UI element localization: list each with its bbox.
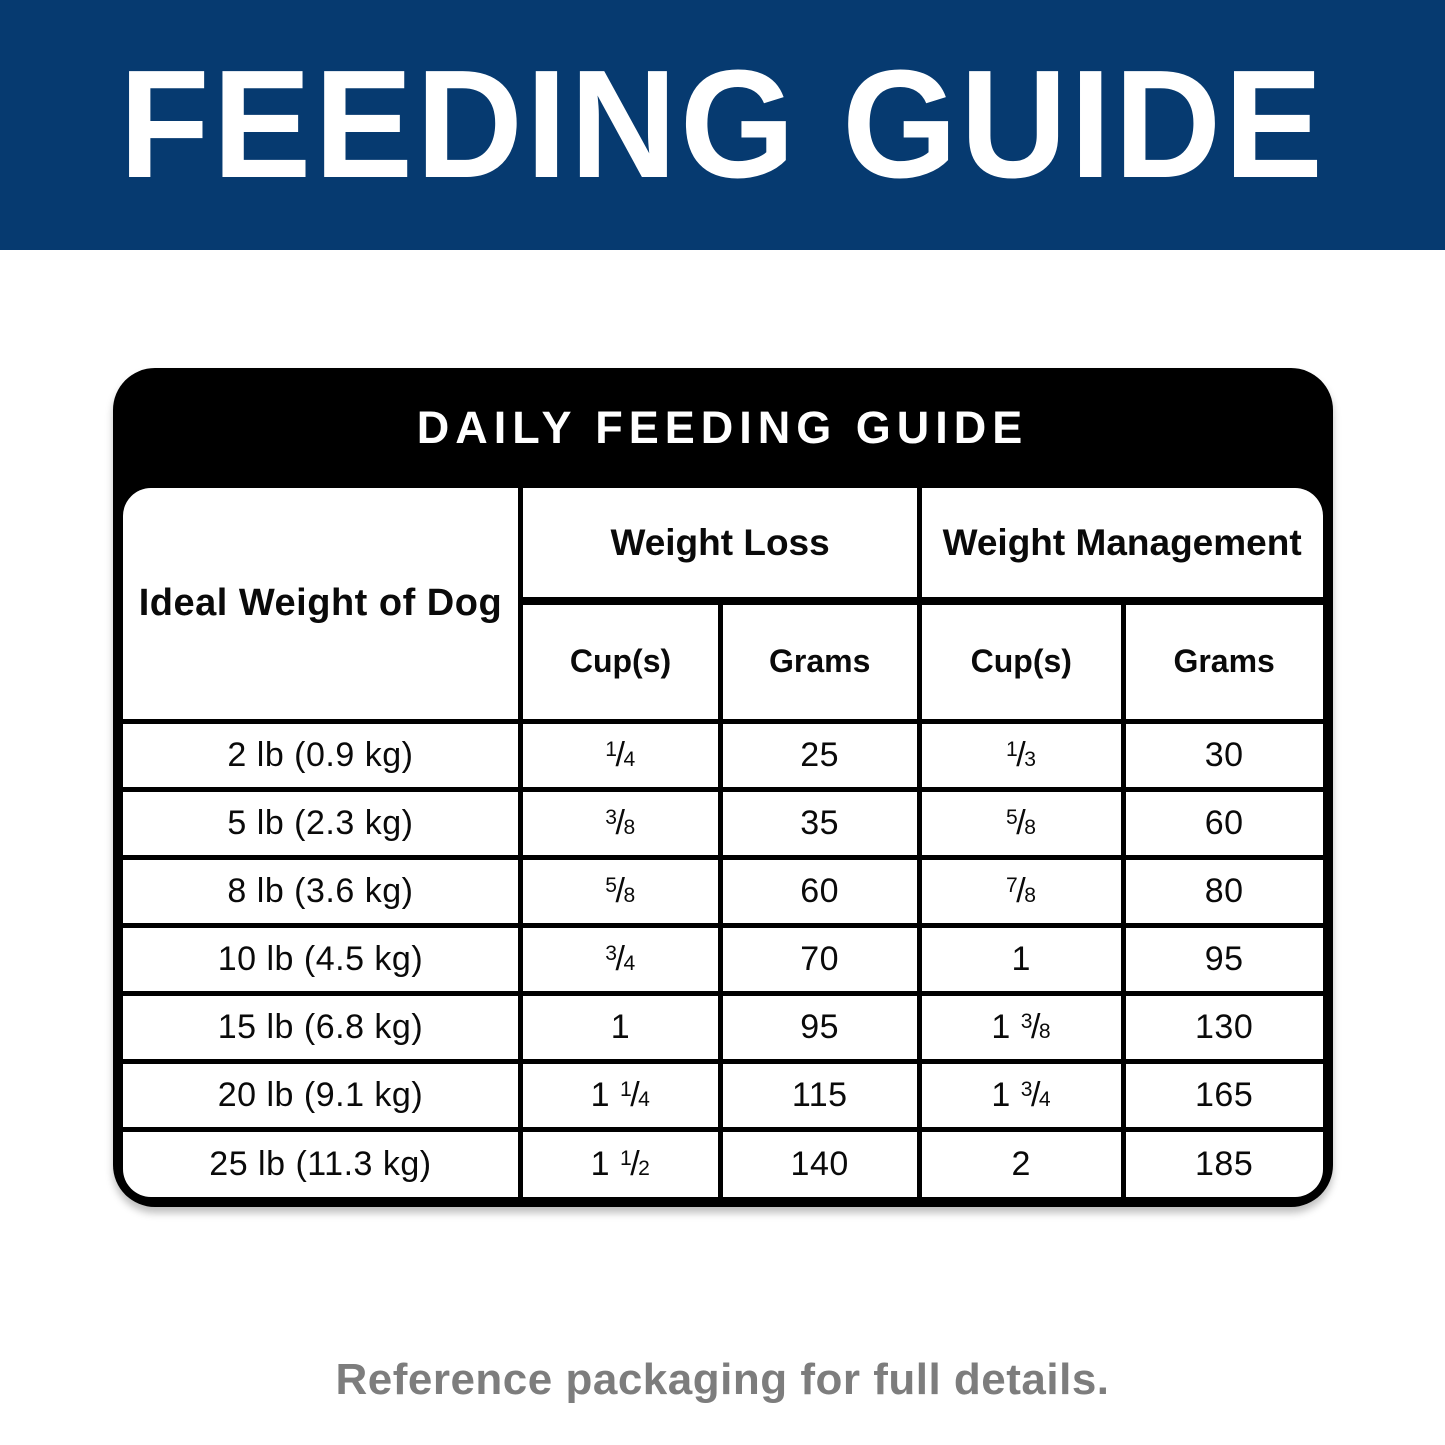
- table-title: DAILY FEEDING GUIDE: [416, 402, 1029, 453]
- cell-weight-loss-cups: 1 1/4: [518, 1058, 723, 1132]
- table-row: 8 lb (3.6 kg) 5/8 60 7/8 80: [122, 854, 1323, 928]
- sub-header-row: Cup(s) Grams Cup(s) Grams: [123, 598, 1323, 724]
- column-header-ideal-weight: Ideal Weight of Dog: [122, 488, 524, 724]
- table-row: 2 lb (0.9 kg) 1/4 25 1/3 30: [122, 718, 1323, 792]
- cell-weight-management-grams: 165: [1120, 1058, 1323, 1132]
- cell-ideal-weight: 20 lb (9.1 kg): [122, 1058, 524, 1132]
- column-header-weight-management-grams: Grams: [1120, 598, 1323, 724]
- cell-weight-loss-grams: 140: [717, 1126, 922, 1197]
- column-header-weight-management-cups: Cup(s): [916, 598, 1126, 724]
- feeding-guide-banner: FEEDING GUIDE: [0, 0, 1445, 250]
- cell-ideal-weight: 15 lb (6.8 kg): [122, 990, 524, 1064]
- cell-weight-management-grams: 80: [1120, 854, 1323, 928]
- column-header-weight-loss-grams: Grams: [717, 598, 922, 724]
- group-header-row: Ideal Weight of Dog Weight Loss Weight M…: [122, 488, 1323, 724]
- cell-weight-management-cups: 1 3/8: [916, 990, 1126, 1064]
- cell-weight-loss-grams: 60: [717, 854, 922, 928]
- table-row: 25 lb (11.3 kg) 1 1/2 140 2 185: [122, 1126, 1323, 1197]
- cell-ideal-weight: 8 lb (3.6 kg): [122, 854, 524, 928]
- cell-weight-loss-cups: 3/4: [518, 922, 723, 996]
- cell-weight-management-cups: 5/8: [916, 786, 1126, 860]
- cell-ideal-weight: 2 lb (0.9 kg): [122, 718, 524, 792]
- cell-weight-management-grams: 30: [1120, 718, 1323, 792]
- cell-weight-loss-grams: 115: [717, 1058, 922, 1132]
- column-header-weight-loss-cups: Cup(s): [520, 598, 723, 724]
- cell-weight-loss-grams: 25: [717, 718, 922, 792]
- table-row: 10 lb (4.5 kg) 3/4 70 1 95: [122, 922, 1323, 996]
- cell-ideal-weight: 10 lb (4.5 kg): [122, 922, 524, 996]
- cell-weight-management-cups: 1/3: [916, 718, 1126, 792]
- cell-weight-loss-cups: 1/4: [518, 718, 723, 792]
- daily-feeding-guide-card: DAILY FEEDING GUIDE Ideal Weight of Dog …: [112, 368, 1333, 1207]
- cell-weight-management-cups: 1 3/4: [916, 1058, 1126, 1132]
- footer-note: Reference packaging for full details.: [335, 1355, 1110, 1404]
- cell-weight-management-cups: 7/8: [916, 854, 1126, 928]
- table-header: Ideal Weight of Dog Weight Loss Weight M…: [122, 488, 1323, 724]
- table-row: 20 lb (9.1 kg) 1 1/4 115 1 3/4 165: [122, 1058, 1323, 1132]
- cell-weight-loss-grams: 35: [717, 786, 922, 860]
- cell-ideal-weight: 25 lb (11.3 kg): [122, 1126, 524, 1197]
- cell-weight-loss-grams: 70: [717, 922, 922, 996]
- cell-weight-loss-grams: 95: [717, 990, 922, 1064]
- cell-ideal-weight: 5 lb (2.3 kg): [122, 786, 524, 860]
- table-body: 2 lb (0.9 kg) 1/4 25 1/3 30 5 lb (2.3 kg) 3/8 3…: [122, 718, 1323, 1197]
- cell-weight-loss-cups: 3/8: [518, 786, 723, 860]
- feeding-table-container: Ideal Weight of Dog Weight Loss Weight M…: [122, 488, 1323, 1197]
- cell-weight-loss-cups: 1 1/2: [518, 1126, 723, 1197]
- cell-weight-management-grams: 95: [1120, 922, 1323, 996]
- cell-weight-management-grams: 130: [1120, 990, 1323, 1064]
- cell-weight-loss-cups: 1: [518, 990, 723, 1064]
- table-row: 5 lb (2.3 kg) 3/8 35 5/8 60: [122, 786, 1323, 860]
- cell-weight-loss-cups: 5/8: [518, 854, 723, 928]
- feeding-table: Ideal Weight of Dog Weight Loss Weight M…: [122, 488, 1323, 1197]
- cell-weight-management-grams: 185: [1120, 1126, 1323, 1197]
- table-row: 15 lb (6.8 kg) 1 95 1 3/8 130: [122, 990, 1323, 1064]
- cell-weight-management-grams: 60: [1120, 786, 1323, 860]
- column-group-weight-loss: Weight Loss: [518, 488, 922, 605]
- cell-weight-management-cups: 1: [916, 922, 1126, 996]
- cell-weight-management-cups: 2: [916, 1126, 1126, 1197]
- banner-title: FEEDING GUIDE: [119, 38, 1326, 211]
- column-group-weight-management: Weight Management: [916, 488, 1323, 605]
